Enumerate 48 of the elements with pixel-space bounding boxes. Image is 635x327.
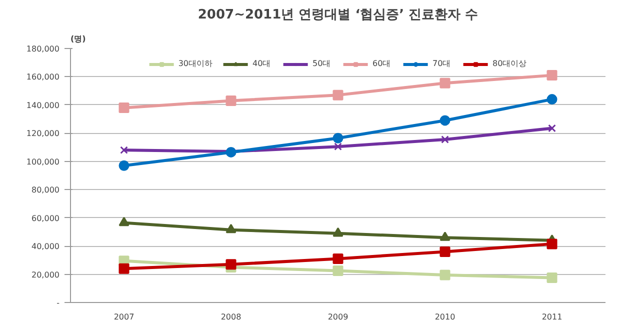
point [440, 232, 450, 241]
legend-label: 40대 [252, 58, 272, 69]
point [332, 227, 344, 237]
point [546, 70, 558, 81]
point [332, 266, 344, 276]
x-tick-label: 2007 [114, 312, 134, 322]
x-tick-label: 2010 [434, 312, 456, 322]
y-tick-label: 160,000 [26, 72, 60, 82]
legend-label: 70대 [432, 58, 452, 69]
y-tick-label: - [56, 298, 60, 308]
point [118, 216, 130, 226]
point [118, 160, 130, 171]
point [118, 263, 130, 274]
point [118, 102, 130, 114]
y-tick-label: 120,000 [26, 129, 60, 138]
y-axis-title: (명) [70, 34, 86, 44]
point [332, 90, 344, 100]
point [332, 254, 344, 264]
point [548, 124, 556, 132]
x-tick-label: 2008 [220, 312, 242, 322]
y-tick-label: 100,000 [26, 157, 60, 166]
y-tick-label: 20,000 [32, 270, 60, 280]
point [440, 270, 450, 280]
point [332, 132, 344, 144]
y-tick-label: 40,000 [32, 242, 60, 252]
point [120, 146, 128, 154]
point [226, 95, 236, 106]
y-tick-label: 60,000 [32, 214, 60, 223]
point [226, 259, 236, 270]
point [440, 115, 450, 126]
y-tick-label: 140,000 [26, 100, 60, 110]
point [546, 94, 558, 105]
legend-label: 60대 [372, 58, 392, 69]
legend-label: 50대 [312, 58, 332, 69]
point [441, 136, 449, 144]
point [226, 224, 236, 234]
point [546, 238, 558, 250]
x-tick-label: 2011 [542, 312, 562, 322]
y-tick-label: 180,000 [26, 44, 60, 54]
legend-label: 80대이상 [492, 58, 527, 69]
legend-label: 30대이하 [178, 58, 212, 69]
chart-title: 2007~2011년 연령대별 ‘협심증’ 진료환자 수 [198, 8, 478, 22]
point [546, 272, 558, 284]
point [440, 246, 450, 257]
point [440, 78, 450, 88]
point [334, 142, 342, 151]
x-tick-label: 2009 [328, 312, 348, 322]
y-tick-label: 80,000 [32, 186, 60, 195]
